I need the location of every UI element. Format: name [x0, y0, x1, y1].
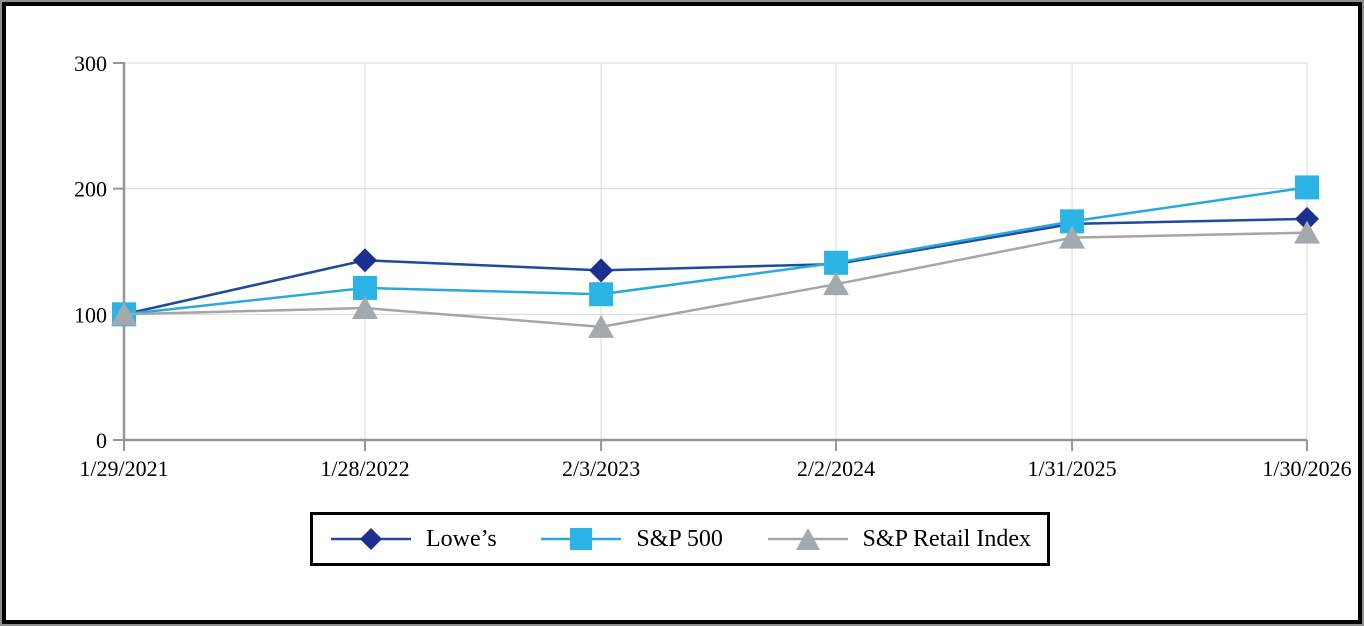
- square-icon: [541, 528, 622, 550]
- diamond-marker: [589, 258, 614, 283]
- triangle-marker: [1059, 225, 1086, 249]
- x-axis-tick-label: 1/29/2021: [79, 456, 168, 481]
- chart-legend: Lowe’s S&P 500 S&P Retail Index: [310, 512, 1050, 566]
- y-axis-tick-label: 300: [74, 51, 107, 76]
- legend-item-lowes: Lowe’s: [329, 525, 497, 553]
- x-axis-tick-label: 2/2/2024: [797, 456, 875, 481]
- series-line-1: [123, 186, 1308, 316]
- triangle-marker: [111, 302, 137, 326]
- x-axis-tick-label: 1/31/2025: [1027, 456, 1116, 481]
- square-marker: [589, 282, 614, 307]
- y-axis-tick-label: 100: [74, 302, 107, 327]
- diamond-icon: [331, 528, 411, 550]
- legend-item-sp-retail-index: S&P Retail Index: [766, 525, 1031, 553]
- triangle-marker: [351, 296, 378, 320]
- y-axis-tick-label: 0: [96, 428, 107, 453]
- diamond-marker: [352, 248, 377, 273]
- square-marker: [1295, 175, 1319, 200]
- legend-item-sp500: S&P 500: [539, 525, 723, 553]
- square-marker: [352, 275, 377, 300]
- diamond-marker: [1295, 206, 1319, 231]
- legend-label-lowes: Lowe’s: [426, 525, 497, 552]
- legend-label-sp500: S&P 500: [636, 525, 723, 552]
- triangle-marker: [588, 314, 615, 338]
- series-line-2: [123, 231, 1308, 329]
- x-axis-tick-label: 1/30/2026: [1262, 456, 1351, 481]
- legend-label-sp-retail-index: S&P Retail Index: [862, 525, 1031, 552]
- triangle-marker: [1294, 220, 1320, 244]
- series-line-0: [123, 217, 1308, 316]
- square-marker: [824, 250, 849, 275]
- x-axis-tick-label: 1/28/2022: [320, 456, 409, 481]
- y-axis-tick-label: 200: [74, 177, 107, 202]
- triangle-icon: [767, 528, 848, 550]
- triangle-marker: [823, 272, 850, 296]
- x-axis-tick-label: 2/3/2023: [562, 456, 640, 481]
